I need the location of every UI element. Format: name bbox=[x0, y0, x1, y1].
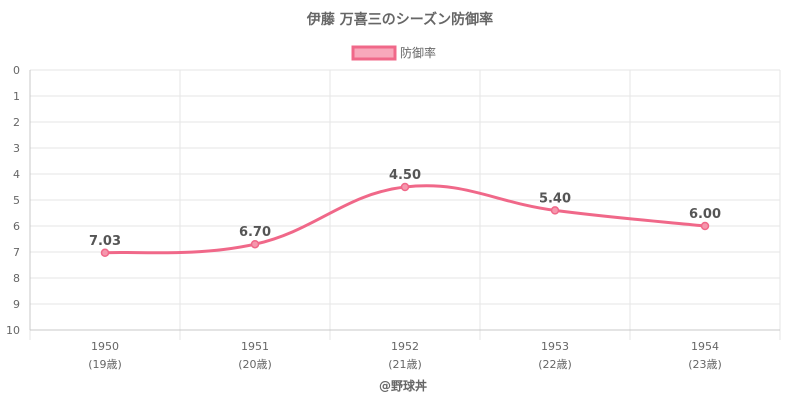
data-point[interactable] bbox=[550, 206, 560, 215]
x-tick-label: 1950 bbox=[91, 340, 119, 353]
y-tick-label: 4 bbox=[13, 168, 20, 181]
chart-title: 伊藤 万喜三のシーズン防御率 bbox=[306, 11, 493, 28]
series-line bbox=[103, 184, 707, 255]
data-point[interactable] bbox=[700, 221, 710, 231]
y-tick-label: 9 bbox=[13, 298, 20, 311]
x-tick-sublabel: (20歳) bbox=[238, 358, 272, 371]
y-tick-label: 7 bbox=[13, 246, 20, 259]
y-tick-label: 8 bbox=[13, 272, 20, 285]
data-label: 5.40 bbox=[539, 191, 571, 206]
x-tick-sublabel: (23歳) bbox=[688, 358, 722, 371]
x-tick-label: 1954 bbox=[691, 340, 719, 353]
data-point[interactable] bbox=[100, 248, 110, 258]
data-label: 6.70 bbox=[239, 225, 271, 240]
x-tick-label: 1953 bbox=[541, 340, 569, 353]
grid bbox=[29, 69, 781, 340]
legend-label: 防御率 bbox=[400, 45, 436, 60]
y-tick-label: 3 bbox=[13, 142, 20, 155]
data-label: 7.03 bbox=[89, 234, 121, 249]
legend[interactable]: 防御率 bbox=[351, 45, 436, 61]
data-point[interactable] bbox=[400, 182, 410, 192]
x-tick-label: 1952 bbox=[391, 340, 419, 353]
data-labels: 7.03 6.70 4.50 5.40 6.00 bbox=[89, 168, 721, 249]
data-points bbox=[100, 182, 710, 258]
data-label: 4.50 bbox=[389, 168, 421, 183]
data-point[interactable] bbox=[250, 239, 260, 249]
x-tick-sublabel: (22歳) bbox=[538, 358, 572, 371]
y-tick-label: 5 bbox=[13, 194, 20, 207]
y-tick-label: 2 bbox=[13, 116, 20, 129]
x-tick-label: 1951 bbox=[241, 340, 269, 353]
y-tick-label: 10 bbox=[6, 324, 20, 337]
legend-swatch bbox=[351, 45, 397, 61]
y-axis-ticks: 0 1 2 3 4 5 6 7 8 9 10 bbox=[6, 64, 20, 337]
series-era bbox=[103, 184, 707, 255]
y-tick-label: 0 bbox=[13, 64, 20, 77]
x-axis-ticks: 1950 (19歳) 1951 (20歳) 1952 (21歳) 1953 (22歳) 1954… bbox=[88, 340, 722, 371]
x-tick-sublabel: (21歳) bbox=[388, 358, 422, 371]
x-tick-sublabel: (19歳) bbox=[88, 358, 122, 371]
y-tick-label: 6 bbox=[13, 220, 20, 233]
y-tick-label: 1 bbox=[13, 90, 20, 103]
credit-text: @野球丼 bbox=[379, 378, 427, 393]
data-label: 6.00 bbox=[689, 207, 721, 222]
